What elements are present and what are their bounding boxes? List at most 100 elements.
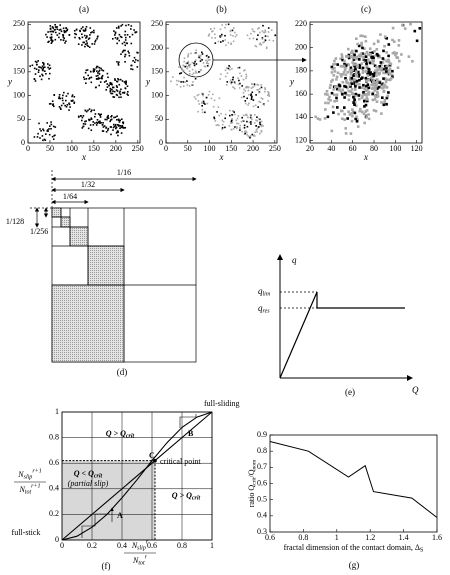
pixel	[363, 52, 367, 56]
pixel	[82, 123, 85, 125]
pixel	[354, 63, 358, 66]
pixel	[59, 107, 62, 109]
pixel	[54, 38, 57, 41]
pixel	[59, 97, 61, 100]
pixel	[113, 116, 115, 119]
pixel	[239, 82, 241, 85]
pixel	[348, 113, 352, 116]
pixel	[250, 117, 253, 119]
pixel	[135, 31, 138, 33]
x-tick-label: 0.8	[177, 541, 187, 550]
y-axis-label: y	[289, 77, 294, 87]
pixel	[86, 69, 89, 71]
pixel	[338, 83, 341, 87]
annotation: critical point	[160, 457, 201, 466]
pixel	[224, 126, 226, 129]
pixel	[250, 87, 253, 89]
pixel	[349, 132, 353, 135]
pixel	[194, 60, 196, 63]
pixel	[387, 43, 391, 46]
pixel	[376, 87, 379, 90]
pixel	[243, 95, 245, 98]
pixel	[85, 78, 88, 80]
pixel	[251, 91, 254, 94]
pixel	[208, 90, 211, 93]
pixel	[42, 66, 45, 69]
pixel	[353, 78, 357, 82]
pixel	[193, 64, 196, 67]
pixel	[343, 68, 347, 72]
pixel	[98, 73, 101, 75]
plot-frame	[309, 21, 423, 144]
pixel	[355, 49, 358, 53]
pixel	[198, 71, 200, 73]
pixel	[59, 24, 61, 26]
pixel	[268, 91, 270, 94]
pixel	[193, 96, 196, 98]
pixel	[231, 121, 234, 124]
pixel	[372, 78, 375, 82]
pixel	[58, 96, 61, 98]
pixel	[49, 30, 51, 33]
pixel	[52, 104, 54, 106]
y-tick-label: 0	[159, 138, 163, 147]
pixel	[352, 101, 355, 104]
pixel	[358, 109, 361, 113]
pixel	[385, 103, 388, 106]
pixel	[197, 93, 200, 96]
pixel	[243, 88, 245, 91]
pixel	[188, 70, 191, 72]
pixel	[351, 114, 354, 118]
pixel	[333, 59, 336, 63]
pixel	[350, 111, 354, 115]
pixel	[344, 127, 347, 130]
pixel	[258, 100, 260, 103]
pixel	[62, 36, 64, 38]
pixel	[58, 94, 61, 96]
pixel	[68, 109, 70, 111]
pixel	[242, 114, 245, 117]
pixel	[363, 105, 366, 108]
pixel	[194, 70, 197, 72]
pixel	[95, 67, 98, 69]
pixel	[403, 27, 407, 30]
pixel	[389, 62, 392, 66]
pixel	[204, 65, 207, 68]
text-main: q	[258, 303, 263, 313]
pixel	[60, 108, 62, 110]
pixel	[75, 33, 77, 36]
pixel	[40, 78, 43, 81]
pixel	[124, 61, 126, 63]
pixel	[46, 122, 48, 124]
pixel	[115, 126, 118, 129]
pixel	[356, 118, 359, 121]
pixel	[239, 127, 241, 129]
curve	[61, 411, 213, 541]
x-tick-label: 120	[411, 144, 423, 153]
pixel	[110, 118, 113, 121]
text-sub: crit	[192, 496, 201, 502]
pixel	[318, 118, 322, 121]
pixel	[252, 105, 255, 108]
pixel	[45, 133, 47, 135]
pixel	[360, 62, 364, 65]
x-tick-label: 100	[389, 144, 401, 153]
pixel	[234, 87, 236, 90]
pixel	[364, 110, 367, 113]
pixel	[382, 67, 385, 71]
x-axis-label: x	[81, 152, 86, 162]
pixel	[107, 127, 110, 130]
pixel	[199, 69, 202, 71]
pixel	[364, 114, 368, 117]
pixel	[253, 134, 255, 136]
pixel	[188, 66, 191, 68]
pixel	[342, 64, 346, 68]
pixel	[330, 65, 334, 69]
pixel	[84, 120, 86, 123]
pixel	[62, 27, 65, 30]
annotation: B	[188, 429, 194, 438]
pixel	[369, 53, 372, 56]
pixel	[191, 73, 194, 76]
pixel	[221, 24, 223, 26]
